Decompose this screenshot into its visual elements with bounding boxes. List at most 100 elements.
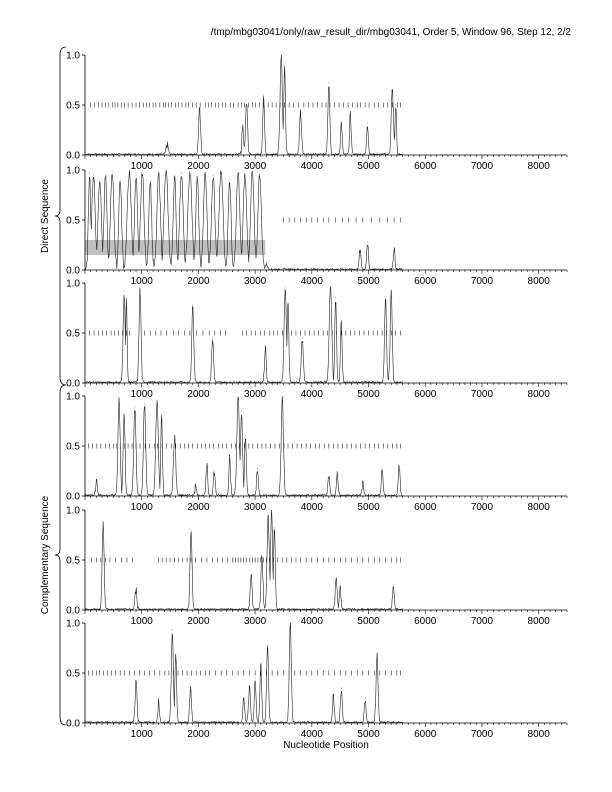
x-tick-label: 1000 [131, 161, 154, 172]
y-tick-label: 0.0 [66, 151, 80, 162]
y-tick-label: 0.5 [66, 556, 80, 567]
peak-point [251, 171, 253, 173]
x-tick-label: 7000 [471, 616, 494, 627]
peak-point [301, 337, 303, 339]
probability-trace [84, 396, 403, 497]
peak-point [189, 171, 191, 173]
probability-trace [84, 54, 403, 156]
peak-point [237, 397, 239, 399]
y-tick-label: 1.0 [66, 619, 80, 630]
peak-point [135, 680, 137, 682]
x-tick-label: 3000 [244, 616, 267, 627]
peak-point [102, 524, 104, 526]
x-tick-label: 5000 [357, 161, 380, 172]
y-tick-label: 0.5 [66, 101, 80, 112]
x-tick-label: 7000 [471, 276, 494, 287]
y-tick-label: 1.0 [66, 166, 80, 177]
x-tick-label: 2000 [187, 616, 210, 627]
x-tick-label: 4000 [301, 729, 324, 740]
peak-point [149, 179, 151, 181]
peak-point [249, 687, 250, 689]
x-tick-label: 4000 [301, 502, 324, 513]
peak-point [300, 109, 301, 111]
peak-point [340, 122, 342, 124]
peak-point [250, 574, 252, 576]
peak-point [395, 104, 397, 106]
y-tick-label: 0.0 [66, 266, 80, 277]
peak-point [335, 577, 337, 579]
peak-point [190, 529, 192, 531]
peak-point [125, 297, 127, 299]
peak-point [95, 480, 97, 482]
peak-point [195, 485, 196, 487]
y-tick-label: 0.5 [66, 669, 80, 680]
y-tick-label: 0.5 [66, 216, 80, 227]
peak-point [111, 171, 113, 173]
peak-point [391, 89, 393, 91]
peak-point [364, 697, 366, 699]
peak-point [256, 467, 258, 469]
peak-point [264, 347, 266, 349]
peak-point [139, 289, 141, 291]
peak-point [366, 122, 368, 124]
peak-point [335, 297, 337, 299]
peak-point [280, 54, 282, 56]
peak-point [220, 171, 222, 173]
peak-point [212, 337, 213, 339]
peak-point [390, 290, 392, 292]
peak-point [289, 622, 291, 624]
peak-point [340, 320, 342, 322]
peak-point [244, 174, 246, 176]
x-tick-label: 8000 [528, 389, 551, 400]
y-tick-label: 0.0 [66, 719, 80, 730]
peak-point [242, 124, 244, 126]
peak-point [243, 697, 245, 699]
x-tick-label: 5000 [357, 276, 380, 287]
x-tick-label: 5000 [357, 502, 380, 513]
peak-point [263, 94, 265, 96]
peak-point [245, 435, 246, 437]
peak-point [171, 629, 173, 631]
panel-2: 0.0 0.5 1.0 1000 2000 3000 4000 5000 6000 7000 800… [66, 166, 568, 287]
y-tick-label: 1.0 [66, 506, 80, 517]
peak-point [161, 415, 162, 417]
peak-point [266, 264, 267, 266]
peak-point [196, 177, 198, 179]
x-tick-label: 2000 [187, 502, 210, 513]
x-tick-label: 4000 [301, 389, 324, 400]
highlight-region [85, 240, 266, 255]
x-tick-label: 7000 [471, 161, 494, 172]
x-tick-label: 6000 [414, 276, 437, 287]
y-tick-label: 1.0 [66, 51, 80, 62]
peak-point [332, 694, 334, 696]
peak-point [254, 677, 256, 679]
peak-point [174, 176, 175, 178]
x-tick-label: 3000 [244, 502, 267, 513]
y-tick-label: 0.0 [66, 379, 80, 390]
peak-point [204, 172, 206, 174]
peak-point [339, 584, 341, 586]
x-tick-label: 8000 [528, 616, 551, 627]
peak-point [156, 400, 158, 402]
group-brace [54, 384, 67, 726]
peak-point [281, 398, 283, 400]
peak-point [123, 290, 125, 292]
panel-1: 0.0 0.5 1.0 1000 2000 3000 4000 5000 6000 7000 800… [66, 51, 568, 172]
x-tick-label: 1000 [131, 389, 154, 400]
peak-point [192, 304, 194, 306]
peak-point [134, 407, 136, 409]
peak-point [237, 172, 239, 174]
peak-point [206, 465, 208, 467]
group-brace [54, 46, 67, 386]
x-tick-label: 5000 [357, 616, 380, 627]
peak-point [213, 470, 215, 472]
x-tick-label: 6000 [414, 616, 437, 627]
peak-point [174, 435, 175, 437]
peak-point [366, 241, 368, 243]
peak-point [118, 400, 120, 402]
x-tick-label: 8000 [528, 276, 551, 287]
peak-point [393, 584, 394, 586]
peak-point [376, 654, 378, 656]
panel-4: 0.0 0.5 1.0 1000 2000 3000 4000 5000 6000 7000 800… [66, 392, 568, 513]
probability-trace [84, 169, 403, 271]
